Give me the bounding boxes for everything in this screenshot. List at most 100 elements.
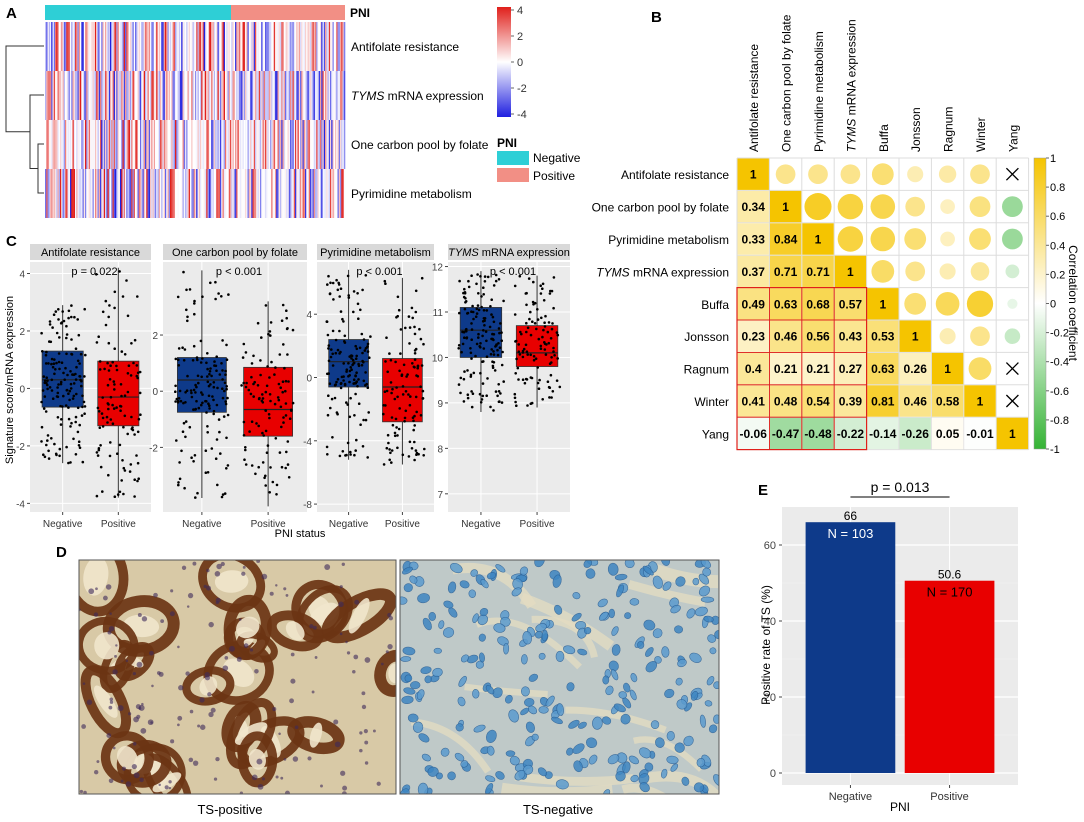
cell-nucleus [660, 768, 668, 779]
heatmap-cell [335, 120, 337, 169]
data-point [123, 414, 127, 418]
heatmap-cell [151, 169, 153, 218]
heatmap-cell [316, 22, 318, 71]
nucleus [81, 724, 87, 729]
heatmap-cell [145, 22, 147, 71]
cell-nucleus [459, 580, 470, 589]
heatmap-cell [201, 120, 203, 169]
nucleus [108, 625, 115, 632]
heatmap-cell [76, 22, 78, 71]
colorbar-tick-label: -4 [517, 109, 527, 121]
data-point [46, 379, 49, 383]
stroma-fiber [627, 580, 706, 607]
heatmap-cell [45, 169, 47, 218]
data-point [407, 315, 411, 318]
heatmap-cell [140, 169, 142, 218]
corr-value-label: 0.46 [904, 395, 928, 409]
nucleus [140, 728, 147, 734]
data-point [112, 380, 116, 383]
data-point [408, 440, 412, 444]
data-point [408, 403, 412, 407]
data-point [174, 384, 177, 388]
data-point [550, 327, 554, 331]
data-point [383, 279, 387, 283]
heatmap-cell [296, 22, 298, 71]
heatmap-cell [136, 120, 138, 169]
heatmap-cell [147, 22, 150, 71]
data-point [261, 393, 264, 396]
heatmap-cell [70, 169, 72, 218]
data-point [466, 396, 470, 400]
heatmap-cell [202, 120, 205, 169]
data-point [345, 368, 349, 372]
data-point [286, 463, 290, 466]
data-point [216, 386, 219, 390]
nucleus [341, 791, 347, 794]
heatmap-cell [123, 71, 126, 120]
nucleus [120, 779, 124, 783]
data-point [180, 449, 183, 453]
heatmap-cell [258, 71, 261, 120]
heatmap-cell [101, 120, 103, 169]
heatmap-cell [236, 71, 238, 120]
cell-nucleus [703, 615, 714, 623]
heatmap-cell [221, 71, 223, 120]
data-point [339, 382, 343, 386]
corr-colorbar-title: Correlation coefficient [1066, 245, 1080, 362]
nucleus [275, 775, 279, 779]
data-point [83, 405, 87, 408]
data-point [67, 392, 70, 396]
heatmap-cell [67, 71, 70, 120]
data-point [260, 336, 263, 339]
data-point [109, 418, 113, 421]
cell-nucleus [407, 713, 419, 723]
heatmap-cell [87, 169, 90, 218]
heatmap-cell [162, 120, 165, 169]
heatmap-cell [122, 71, 125, 120]
data-point [265, 451, 269, 455]
heatmap-cell [288, 169, 291, 218]
heatmap-cell [56, 22, 58, 71]
heatmap-cell [258, 120, 261, 169]
caption-ts-negative: TS-negative [523, 802, 593, 817]
data-point [349, 396, 352, 400]
heatmap-cell [298, 71, 301, 120]
data-point [346, 441, 350, 445]
data-point [342, 320, 345, 323]
data-point [59, 380, 63, 384]
cell-nucleus [608, 660, 619, 672]
heatmap-cell [260, 120, 262, 169]
corr-colorbar-tick-label: -1 [1050, 444, 1060, 456]
data-point [463, 336, 466, 340]
heatmap-cell [203, 71, 206, 120]
heatmap-cell [86, 120, 88, 169]
corr-circle [1002, 228, 1023, 250]
data-point [283, 366, 286, 370]
data-point [496, 353, 500, 357]
heatmap-cell [270, 169, 272, 218]
pni-annotation-label: PNI [350, 6, 370, 20]
heatmap-cell [240, 71, 242, 120]
legend-swatch-positive [497, 168, 529, 182]
heatmap-cell [183, 71, 186, 120]
data-point [514, 339, 518, 343]
heatmap-cell [207, 22, 210, 71]
data-point [525, 350, 529, 354]
heatmap-cell [248, 120, 251, 169]
y-axis-title: Positive rate of TS (%) [759, 585, 773, 705]
heatmap-cell [177, 71, 180, 120]
data-point [133, 478, 136, 482]
data-point [104, 299, 108, 303]
heatmap-cell [331, 22, 333, 71]
data-point [401, 393, 405, 396]
heatmap-cell [108, 120, 111, 169]
data-point [415, 410, 419, 414]
data-point [81, 394, 84, 398]
heatmap-cell [160, 71, 162, 120]
heatmap-cell [217, 169, 220, 218]
data-point [205, 411, 208, 414]
data-point [107, 369, 111, 372]
nucleus [261, 777, 265, 781]
cell-nucleus [683, 735, 694, 747]
